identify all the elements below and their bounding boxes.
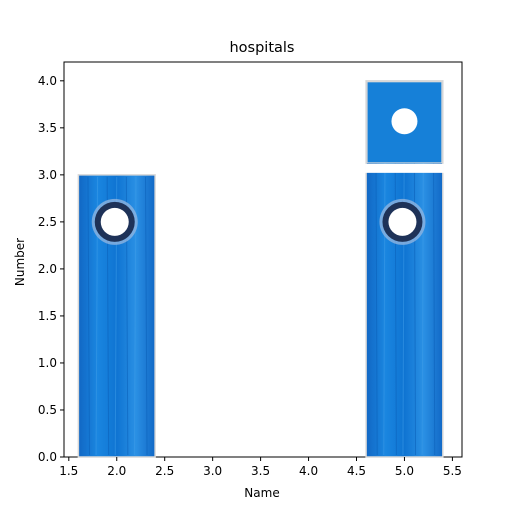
x-tick-label: 4.0 <box>299 464 318 478</box>
x-tick-label: 5.0 <box>395 464 414 478</box>
bars <box>77 80 444 458</box>
x-tick-label: 5.5 <box>443 464 462 478</box>
y-tick-label: 1.0 <box>38 356 57 370</box>
y-axis-label: Number <box>13 238 27 286</box>
x-tick-label: 2.5 <box>155 464 174 478</box>
bar <box>365 80 444 458</box>
y-tick-label: 4.0 <box>38 74 57 88</box>
y-tick-label: 0.0 <box>38 450 57 464</box>
x-tick-label: 1.5 <box>59 464 78 478</box>
y-tick-label: 3.5 <box>38 121 57 135</box>
x-tick-label: 2.0 <box>107 464 126 478</box>
x-axis-label: Name <box>244 486 279 500</box>
plot-area <box>63 61 463 458</box>
x-tick-label: 3.0 <box>203 464 222 478</box>
y-tick-label: 2.5 <box>38 215 57 229</box>
chart-title: hospitals <box>229 40 294 56</box>
x-axis: 1.5 2.0 2.5 3.0 3.5 4.0 4.5 5.0 5.5 <box>59 457 462 478</box>
y-tick-label: 3.0 <box>38 168 57 182</box>
bar <box>77 174 156 458</box>
hole-icon <box>391 108 418 135</box>
y-tick-label: 2.0 <box>38 262 57 276</box>
x-tick-label: 4.5 <box>347 464 366 478</box>
y-tick-label: 1.5 <box>38 309 57 323</box>
plot-frame <box>63 61 463 458</box>
y-axis: 0.0 0.5 1.0 1.5 2.0 2.5 3.0 3.5 4.0 <box>38 74 64 464</box>
x-tick-label: 3.5 <box>251 464 270 478</box>
y-tick-label: 0.5 <box>38 403 57 417</box>
